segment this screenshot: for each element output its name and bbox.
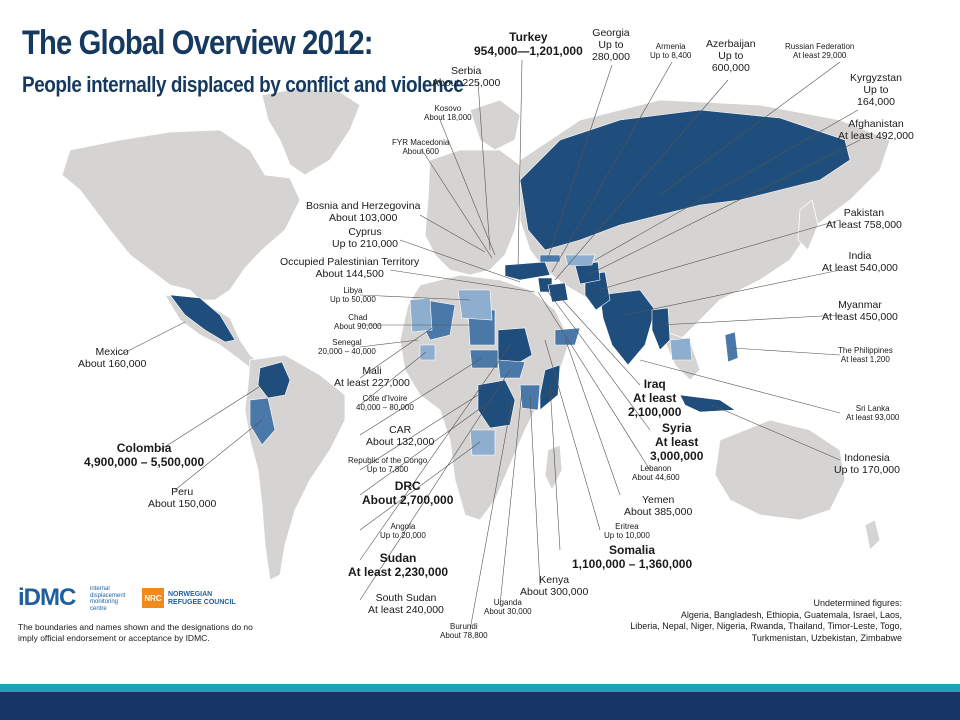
south-america-shape xyxy=(244,354,346,581)
label-india: India At least 540,000 xyxy=(822,250,898,275)
label-uganda: Uganda About 30,000 xyxy=(484,598,532,617)
label-philippines: The Philippines At least 1,200 xyxy=(838,346,893,365)
greenland-shape xyxy=(261,87,361,176)
label-syria: Syria At least 3,000,000 xyxy=(650,421,704,463)
label-georgia: Georgia Up to 280,000 xyxy=(592,27,630,64)
label-cyprus: Cyprus Up to 210,000 xyxy=(332,226,398,251)
georgia-shape xyxy=(539,254,561,263)
undetermined-figures: Undetermined figures: Algeria, Banglades… xyxy=(612,598,902,645)
new-zealand-shape xyxy=(864,519,881,551)
footer-band-navy xyxy=(0,692,960,720)
australia-shape xyxy=(714,419,846,521)
label-sri-lanka: Sri Lanka At least 93,000 xyxy=(846,404,900,423)
undetermined-line-2: Liberia, Nepal, Niger, Nigeria, Rwanda, … xyxy=(630,621,902,632)
label-russia: Russian Federation At least 29,000 xyxy=(785,42,855,61)
car-shape xyxy=(469,349,499,369)
label-lebanon: Lebanon About 44,600 xyxy=(632,464,680,483)
page-subtitle: People internally displaced by conflict … xyxy=(22,72,464,97)
label-burundi: Burundi About 78,800 xyxy=(440,622,488,641)
turkey-shape xyxy=(504,261,551,281)
label-fyr-macedonia: FYR Macedonia About 600 xyxy=(392,138,450,157)
label-pakistan: Pakistan At least 758,000 xyxy=(826,207,902,232)
label-mexico: Mexico About 160,000 xyxy=(78,346,147,371)
label-colombia: Colombia 4,900,000 – 5,500,000 xyxy=(84,441,205,469)
iraq-shape xyxy=(547,282,569,303)
colombia-shape xyxy=(257,361,291,399)
undetermined-title: Undetermined figures: xyxy=(813,598,902,608)
undetermined-line-3: Turkmenistan, Uzbekistan, Zimbabwe xyxy=(751,633,902,644)
india-shape xyxy=(599,289,656,366)
peru-shape xyxy=(249,397,276,446)
label-kyrgyzstan: Kyrgyzstan Up to 164,000 xyxy=(850,72,902,109)
label-car: CAR About 132,000 xyxy=(366,424,435,449)
label-sudan: Sudan At least 2,230,000 xyxy=(348,551,449,579)
label-myanmar: Myanmar At least 450,000 xyxy=(822,299,898,324)
idmc-logo: iDMC xyxy=(18,584,76,611)
north-america-shape xyxy=(61,129,301,301)
japan-shape xyxy=(797,199,819,251)
label-congo: Republic of the Congo Up to 7,800 xyxy=(348,456,428,475)
label-afghanistan: Afghanistan At least 492,000 xyxy=(838,118,914,143)
disclaimer: The boundaries and names shown and the d… xyxy=(18,622,253,643)
cote-divoire-shape xyxy=(419,344,436,361)
label-yemen: Yemen About 385,000 xyxy=(624,494,693,519)
philippines-shape xyxy=(724,331,739,363)
nrc-logo: NRC xyxy=(142,588,164,608)
label-turkey: Turkey 954,000—1,201,000 xyxy=(474,30,583,58)
libya-shape xyxy=(457,289,493,321)
label-libya: Libya Up to 50,000 xyxy=(330,286,376,305)
world-map xyxy=(61,59,891,631)
page-title: The Global Overview 2012: xyxy=(22,24,374,62)
indonesia-shape xyxy=(679,394,736,413)
nrc-logo-text: NORWEGIAN REFUGEE COUNCIL xyxy=(168,591,236,606)
myanmar-shape xyxy=(651,307,671,351)
label-opt: Occupied Palestinian Territory About 144,… xyxy=(280,256,420,281)
label-drc: DRC About 2,700,000 xyxy=(362,479,454,507)
label-indonesia: Indonesia Up to 170,000 xyxy=(834,452,900,477)
label-senegal: Senegal 20,000 – 40,000 xyxy=(318,338,376,357)
label-cote-divoire: Côte d’Ivoire 40,000 – 80,000 xyxy=(356,394,414,413)
label-azerbaijan: Azerbaijan Up to 600,000 xyxy=(706,38,756,75)
label-angola: Angola Up to 20,000 xyxy=(380,522,426,541)
europe-shape xyxy=(424,149,521,276)
label-somalia: Somalia 1,100,000 – 1,360,000 xyxy=(572,543,693,571)
label-chad: Chad About 90,000 xyxy=(334,313,382,332)
niger-algeria-shape xyxy=(409,297,433,333)
label-peru: Peru About 150,000 xyxy=(148,486,217,511)
idmc-logo-subtitle: internal displacement monitoring centre xyxy=(90,586,126,612)
yemen-shape xyxy=(554,327,581,346)
label-mali: Mali At least 227,000 xyxy=(334,365,410,390)
label-kosovo: Kosovo About 18,000 xyxy=(424,104,472,123)
label-south-sudan: South Sudan At least 240,000 xyxy=(368,592,444,617)
label-eritrea: Eritrea Up to 10,000 xyxy=(604,522,650,541)
mexico-shape xyxy=(169,294,236,343)
footer-band-teal xyxy=(0,684,960,692)
highlighted-light xyxy=(409,254,693,456)
undetermined-line-1: Algeria, Bangladesh, Ethiopia, Guatemala… xyxy=(680,609,902,620)
angola-shape xyxy=(469,429,496,456)
label-iraq: Iraq At least 2,100,000 xyxy=(628,377,682,419)
leader-lines xyxy=(119,59,861,631)
thailand-shape xyxy=(669,337,693,361)
madagascar-shape xyxy=(544,444,563,491)
label-serbia: Serbia About 225,000 xyxy=(432,65,501,90)
uzbekistan-shape xyxy=(564,254,596,267)
scandinavia-shape xyxy=(469,99,521,151)
south-sudan-shape xyxy=(497,359,526,379)
label-bosnia: Bosnia and Herzegovina About 103,000 xyxy=(306,200,421,225)
label-kenya: Kenya About 300,000 xyxy=(520,574,589,599)
label-armenia: Armenia Up to 8,400 xyxy=(650,42,692,61)
